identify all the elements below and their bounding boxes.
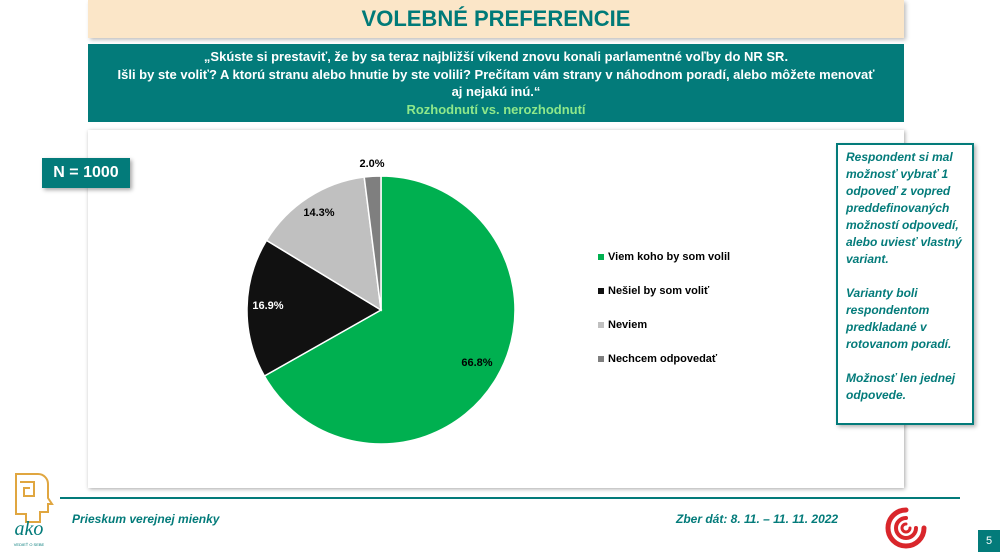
page-title: VOLEBNÉ PREFERENCIE — [88, 0, 904, 38]
question-box: „Skúste si prestaviť, že by sa teraz naj… — [88, 44, 904, 122]
note-paragraph: Varianty boli respondentom predkladané v… — [846, 286, 952, 351]
logo-text: ako — [15, 518, 44, 540]
question-line-1: „Skúste si prestaviť, že by sa teraz naj… — [203, 49, 789, 64]
pie-slice — [246, 239, 383, 378]
note-box: Respondent si mal možnosť vybrať 1 odpov… — [836, 143, 974, 425]
question-line-2: Išli by ste voliť? A ktorú stranu alebo … — [117, 66, 875, 82]
data-label: 66.8% — [461, 357, 492, 369]
pie-slice — [363, 175, 382, 311]
note-paragraph: Respondent si mal možnosť vybrať 1 odpov… — [846, 150, 962, 266]
legend-label: Neviem — [608, 319, 647, 331]
footer-date-range: Zber dát: 8. 11. – 11. 11. 2022 — [676, 512, 839, 526]
footer-divider — [60, 497, 960, 499]
data-label: 14.3% — [303, 207, 334, 219]
data-label: 16.9% — [252, 300, 283, 312]
legend-swatch — [598, 356, 604, 362]
spiral-logo-icon — [885, 507, 927, 549]
ako-logo-icon: ako VEDIEŤ O SEBE — [14, 473, 54, 547]
sample-size-badge: N = 1000 — [42, 158, 130, 188]
legend-swatch — [598, 254, 604, 260]
legend-swatch — [598, 322, 604, 328]
pie-slice — [263, 175, 516, 445]
question-line-3: aj nejakú inú.“ — [451, 84, 541, 99]
legend-label: Viem koho by som volil — [608, 251, 730, 263]
page-number: 5 — [978, 530, 1000, 552]
note-paragraph: Možnosť len jednej odpovede. — [846, 371, 956, 402]
logo-tagline: VEDIEŤ O SEBE — [14, 542, 45, 547]
question-subtitle: Rozhodnutí vs. nerozhodnutí — [406, 101, 586, 117]
legend-label: Nechcem odpovedať — [608, 353, 718, 365]
footer-survey-label: Prieskum verejnej mienky — [72, 512, 220, 526]
data-label: 2.0% — [359, 158, 384, 170]
legend-swatch — [598, 288, 604, 294]
pie-slice — [265, 176, 382, 312]
legend-label: Nešiel by som voliť — [608, 285, 710, 297]
